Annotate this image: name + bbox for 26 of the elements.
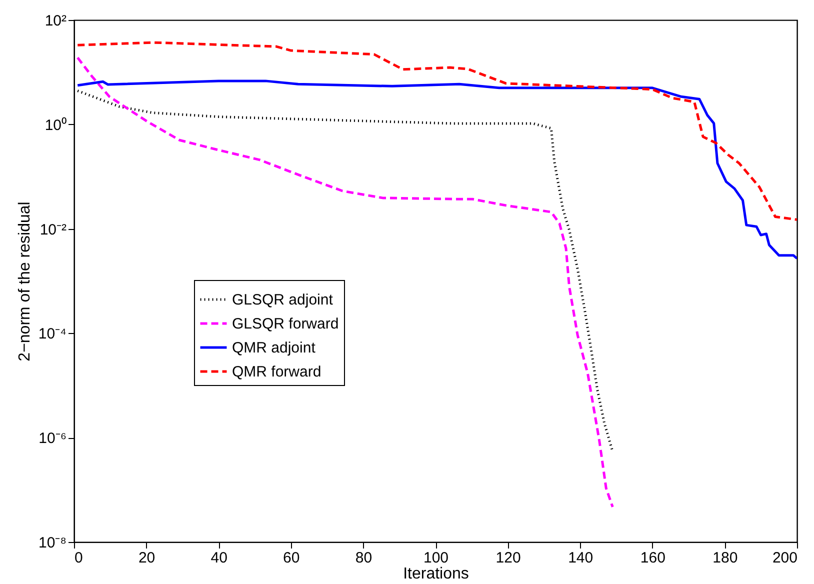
legend-label: GLSQR adjoint — [232, 292, 334, 308]
legend-label: QMR forward — [232, 364, 322, 380]
x-tick-label: 80 — [355, 550, 372, 566]
y-axis-title: 2−norm of the residual — [16, 202, 34, 362]
x-tick-label: 100 — [423, 550, 449, 566]
x-tick-label: 120 — [496, 550, 521, 566]
x-tick-label: 180 — [712, 550, 738, 566]
x-tick-label: 200 — [772, 550, 798, 566]
line-series — [76, 56, 614, 508]
x-tick-label: 20 — [138, 550, 156, 566]
x-axis-title: Iterations — [403, 566, 469, 582]
y-tick-label: 10⁰ — [44, 116, 66, 134]
y-tick-label: 10² — [44, 12, 66, 30]
x-tick-label: 0 — [74, 550, 83, 566]
legend-label: GLSQR forward — [232, 316, 339, 332]
x-tick-label: 160 — [640, 550, 666, 566]
legend-label: QMR adjoint — [232, 340, 316, 356]
x-tick-label: 140 — [568, 550, 594, 566]
y-tick-label: 10⁻² — [40, 221, 66, 238]
y-tick-label: 10⁻⁶ — [38, 430, 66, 448]
x-tick-label: 40 — [210, 550, 228, 566]
line-series — [76, 80, 797, 260]
y-tick-label: 10⁻⁴ — [38, 326, 66, 343]
x-tick-label: 60 — [283, 550, 300, 566]
line-series — [76, 41, 797, 221]
y-tick-label: 10⁻⁸ — [38, 534, 66, 552]
